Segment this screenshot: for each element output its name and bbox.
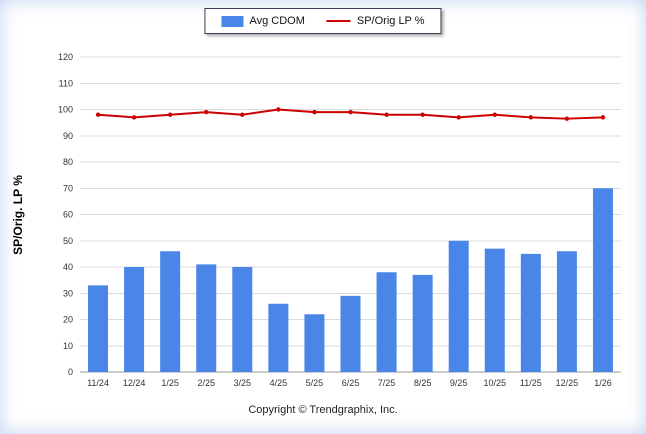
y-tick-label: 10	[63, 341, 73, 351]
y-tick-label: 50	[63, 236, 73, 246]
line-series-swatch	[326, 20, 351, 22]
x-tick-label: 12/25	[556, 378, 579, 388]
y-tick-label: 20	[63, 315, 73, 325]
x-tick-label: 2/25	[197, 378, 215, 388]
copyright-text: Copyright © Trendgraphix, Inc.	[248, 404, 398, 416]
bar-series-swatch	[221, 15, 244, 27]
x-tick-label: 1/26	[594, 378, 612, 388]
line-point	[564, 116, 570, 121]
line-point	[131, 115, 137, 120]
line-point	[276, 107, 281, 112]
y-tick-label: 70	[63, 183, 73, 193]
line-point	[384, 112, 389, 117]
x-tick-label: 11/24	[87, 378, 109, 388]
x-tick-label: 1/25	[161, 378, 179, 388]
bar-1/25	[160, 251, 181, 372]
line-point	[167, 112, 173, 117]
x-tick-label: 5/25	[306, 378, 324, 388]
bar-4/25	[268, 303, 289, 372]
y-tick-label: 60	[63, 210, 73, 220]
bar-12/25	[556, 251, 577, 372]
x-tick-label: 6/25	[342, 378, 360, 388]
x-tick-label: 4/25	[270, 378, 288, 388]
x-tick-label: 9/25	[450, 378, 468, 388]
line-point	[600, 115, 606, 120]
y-tick-label: 90	[63, 131, 73, 141]
line-point	[492, 112, 497, 117]
line-point	[312, 109, 317, 115]
line-point	[456, 115, 461, 120]
line-point	[348, 109, 353, 115]
bar-9/25	[448, 240, 469, 372]
legend-label-avg-cdom: Avg CDOM	[249, 15, 305, 27]
y-tick-label: 0	[68, 367, 73, 377]
bar-7/25	[376, 272, 397, 372]
x-tick-label: 7/25	[378, 378, 396, 388]
bar-2/25	[196, 264, 217, 372]
bar-12/24	[124, 267, 145, 372]
bar-1/26	[592, 188, 613, 372]
bar-10/25	[484, 248, 505, 372]
x-tick-label: 3/25	[234, 378, 252, 388]
x-tick-label: 8/25	[414, 378, 432, 388]
bar-8/25	[412, 274, 433, 372]
y-tick-label: 100	[58, 105, 73, 115]
line-point	[240, 112, 245, 117]
legend-item-sp-orig-lp: SP/Orig LP %	[326, 15, 425, 27]
legend-item-avg-cdom: Avg CDOM	[221, 15, 305, 27]
y-tick-label: 40	[63, 262, 73, 272]
bar-5/25	[304, 314, 325, 372]
y-axis-title: SP/Orig. LP %	[11, 175, 25, 255]
x-tick-label: 11/25	[520, 378, 542, 388]
line-point	[528, 115, 534, 120]
legend-label-sp-orig-lp: SP/Orig LP %	[356, 15, 425, 27]
y-tick-label: 120	[58, 52, 73, 62]
bar-11/24	[88, 285, 109, 372]
bar-3/25	[232, 267, 253, 372]
y-tick-label: 110	[59, 78, 73, 88]
bar-11/25	[520, 253, 541, 372]
y-tick-label: 80	[63, 157, 73, 167]
legend: Avg CDOM SP/Orig LP %	[204, 8, 442, 34]
x-tick-label: 12/24	[123, 378, 146, 388]
line-point	[95, 112, 101, 117]
x-tick-label: 10/25	[484, 378, 507, 388]
line-point	[420, 112, 425, 117]
bar-6/25	[340, 295, 361, 372]
line-point	[204, 109, 209, 115]
y-tick-label: 30	[63, 288, 73, 298]
